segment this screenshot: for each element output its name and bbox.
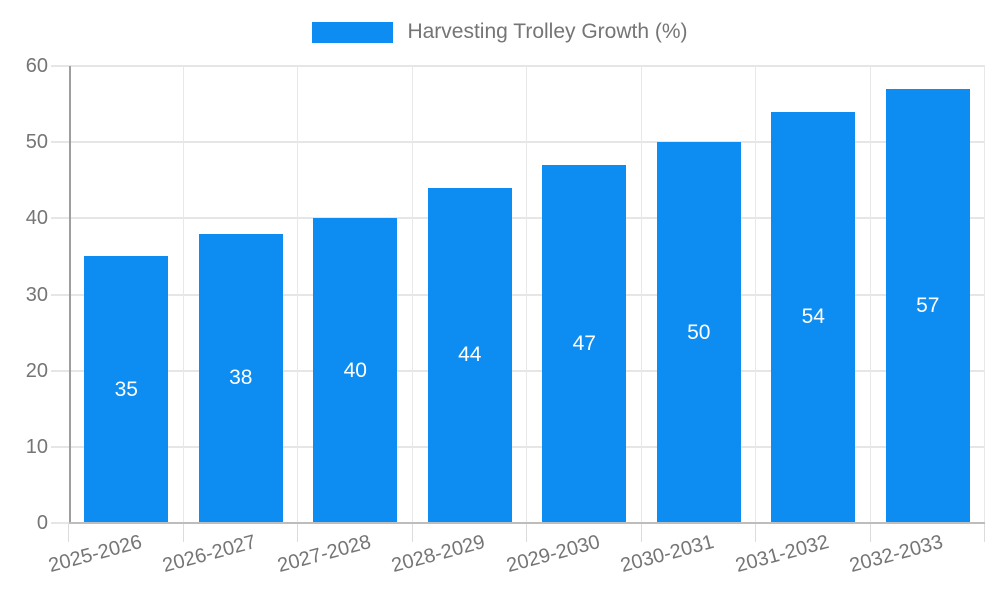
x-gridline	[297, 66, 298, 523]
x-axis-label: 2026-2027	[160, 531, 259, 578]
bar[interactable]: 44	[427, 187, 512, 523]
bar-value-label: 54	[801, 305, 825, 329]
x-axis-tick	[182, 524, 184, 542]
legend-label: Harvesting Trolley Growth (%)	[407, 20, 688, 43]
bar[interactable]: 38	[198, 233, 283, 523]
y-axis-tick	[51, 217, 69, 220]
x-axis-label: 2028-2029	[389, 531, 488, 578]
y-gridline	[69, 65, 985, 67]
x-gridline	[984, 66, 985, 523]
y-axis-tick	[51, 445, 69, 448]
bar[interactable]: 54	[771, 111, 856, 523]
x-axis-tick	[68, 524, 69, 542]
x-axis-tick	[640, 524, 642, 542]
y-axis-tick	[51, 369, 69, 372]
x-gridline	[526, 66, 527, 523]
bar-value-label: 50	[687, 320, 711, 344]
x-gridline	[640, 66, 642, 523]
x-axis-tick	[984, 524, 985, 542]
x-axis-tick	[411, 524, 413, 542]
x-gridline	[755, 66, 756, 523]
y-gridline	[69, 141, 985, 144]
x-axis-tick	[755, 524, 756, 542]
y-axis-line	[69, 66, 71, 523]
bar-value-label: 47	[572, 332, 596, 355]
x-axis-label: 2031-2032	[732, 531, 831, 578]
y-axis-label: 30	[25, 283, 48, 306]
y-axis-tick	[51, 522, 69, 524]
x-axis-label: 2025-2026	[45, 531, 144, 578]
y-axis-label: 60	[25, 55, 48, 77]
y-axis-label: 0	[36, 512, 48, 534]
x-axis-label: 2032-2033	[847, 531, 946, 578]
y-axis-tick	[51, 293, 69, 296]
x-axis-line	[51, 522, 985, 524]
bar[interactable]: 35	[84, 256, 169, 523]
y-gridline	[69, 369, 985, 372]
x-gridline	[869, 66, 871, 523]
chart-legend[interactable]: Harvesting Trolley Growth (%)	[0, 18, 1000, 46]
plot-area: 35 38 40 44 47 50 54 57	[69, 65, 985, 523]
y-gridline	[69, 445, 985, 448]
y-axis-tick	[51, 141, 69, 144]
bar-value-label: 35	[114, 377, 138, 401]
bar[interactable]: 50	[656, 142, 741, 523]
y-gridline	[69, 217, 985, 220]
bar-value-label: 40	[343, 358, 367, 382]
bar-value-label: 38	[229, 366, 253, 390]
x-axis-label: 2027-2028	[274, 531, 373, 578]
y-gridline	[69, 293, 985, 296]
bar-value-label: 44	[458, 343, 482, 367]
x-axis-tick	[526, 524, 527, 542]
x-gridline	[411, 66, 413, 523]
bar[interactable]: 40	[313, 218, 398, 523]
x-axis-tick	[297, 524, 298, 542]
y-axis-label: 10	[25, 435, 48, 458]
bar[interactable]: 47	[542, 165, 627, 523]
y-axis-label: 40	[25, 207, 48, 230]
x-axis-tick	[869, 524, 871, 542]
bar-value-label: 57	[916, 293, 940, 317]
bar[interactable]: 57	[885, 88, 970, 523]
y-axis-tick	[51, 65, 69, 67]
x-gridline	[182, 66, 184, 523]
y-axis-label: 20	[25, 359, 48, 382]
y-axis-label: 50	[25, 131, 48, 154]
x-axis-label: 2029-2030	[503, 531, 602, 578]
x-axis-label: 2030-2031	[618, 531, 717, 578]
legend-swatch	[312, 21, 394, 43]
